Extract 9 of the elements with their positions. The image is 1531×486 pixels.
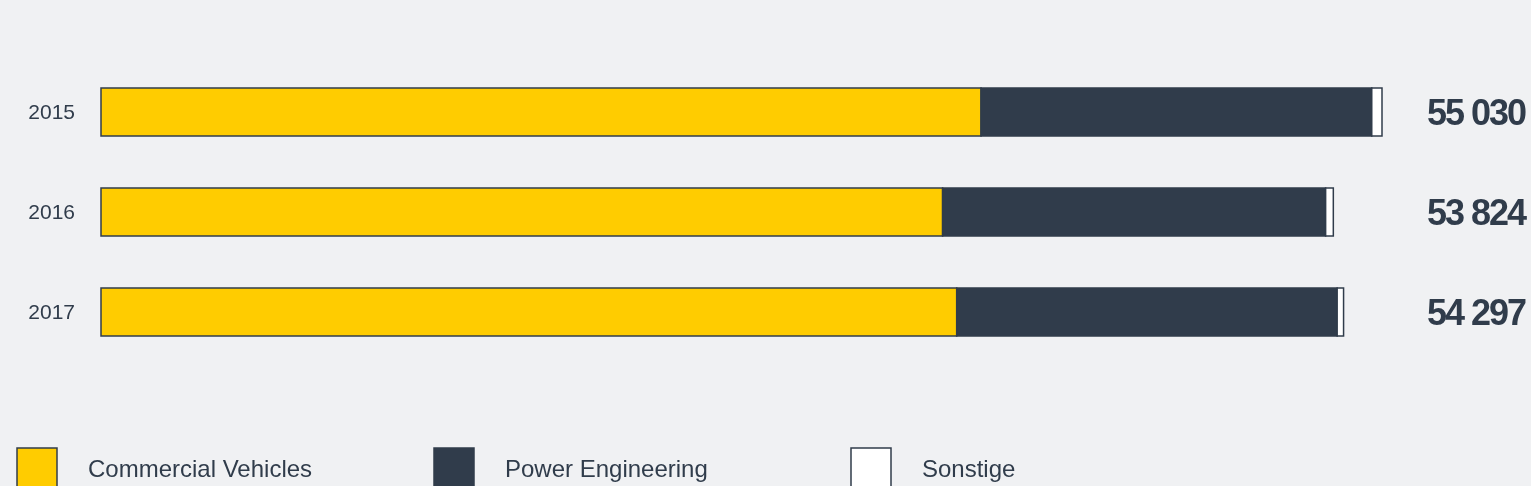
legend-label: Sonstige	[922, 455, 1016, 483]
text: 55 030	[1426, 91, 1526, 133]
text: 54 297	[1426, 291, 1526, 333]
text: 53 824	[1426, 191, 1527, 233]
legend-label: Commercial Vehicles	[88, 455, 313, 483]
y-tick-label: 2016	[28, 200, 75, 224]
legend-label: Power Engineering	[505, 455, 708, 483]
y-tick-label: 2017	[28, 300, 75, 324]
y-tick-label: 2015	[28, 100, 75, 124]
